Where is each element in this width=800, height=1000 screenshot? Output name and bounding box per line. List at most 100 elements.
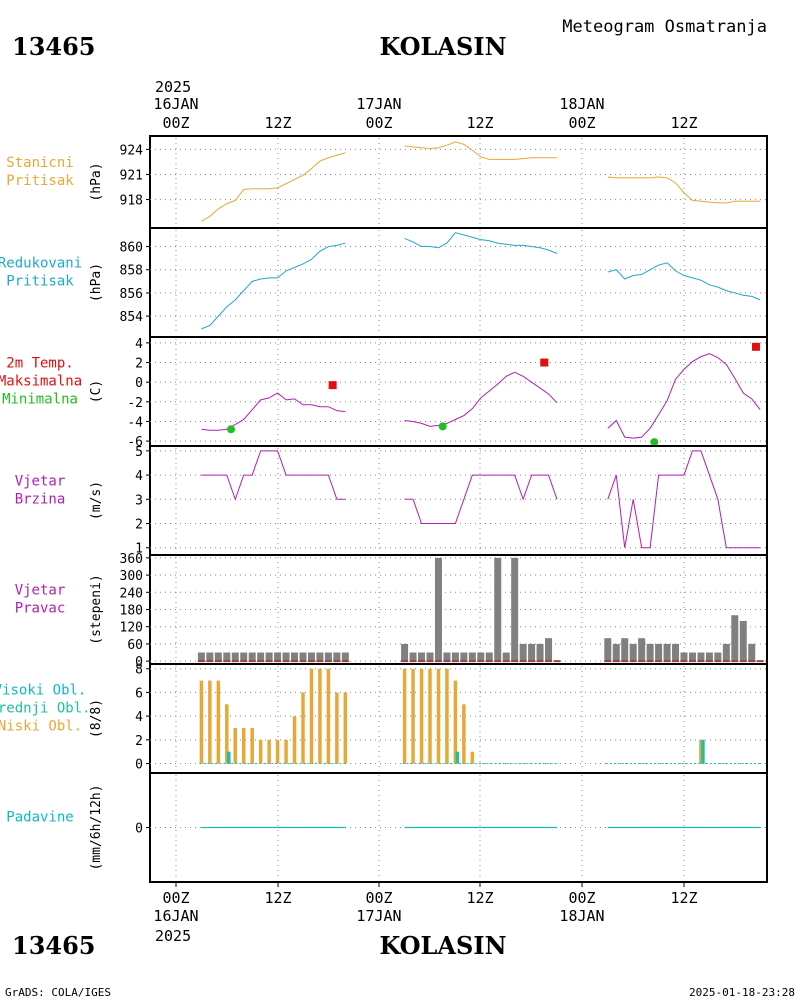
low-cloud-bar bbox=[241, 727, 246, 764]
panel-label: Maksimalna bbox=[0, 374, 82, 390]
footer-station-id: 13465 bbox=[12, 931, 96, 960]
y-tick-label: 2 bbox=[135, 734, 143, 749]
wind-dir-bar bbox=[231, 652, 239, 662]
bottom-hour-label: 00Z bbox=[365, 889, 392, 907]
y-tick-label: 921 bbox=[120, 168, 143, 183]
low-cloud-bar bbox=[250, 727, 254, 764]
wind-dir-bar bbox=[604, 638, 612, 662]
panel-label: Pritisak bbox=[6, 173, 74, 189]
bottom-date-label: 18JAN bbox=[559, 907, 604, 925]
panel-label: Pritisak bbox=[6, 274, 74, 290]
series-line bbox=[607, 176, 761, 204]
mid-cloud-bar bbox=[455, 751, 460, 764]
wind-dir-bar bbox=[265, 652, 273, 662]
top-date-label: 18JAN bbox=[559, 95, 604, 113]
wind-dir-bar bbox=[299, 652, 307, 662]
wind-dir-bar bbox=[257, 652, 265, 662]
low-cloud-bar bbox=[335, 692, 339, 764]
low-cloud-bar bbox=[284, 739, 288, 764]
y-tick-label: 1 bbox=[135, 542, 143, 557]
y-axis-label: (m/s) bbox=[89, 481, 104, 520]
y-axis-label: (hPa) bbox=[89, 263, 104, 302]
bottom-hour-label: 12Z bbox=[264, 889, 291, 907]
y-tick-label: 360 bbox=[120, 552, 143, 567]
y-tick-label: 918 bbox=[120, 194, 143, 209]
low-cloud-bar bbox=[453, 680, 458, 764]
panel-label: Pravac bbox=[15, 601, 66, 617]
bottom-date-label: 16JAN bbox=[153, 907, 198, 925]
panel-label: Niski Obl. bbox=[0, 719, 82, 735]
low-cloud-bar bbox=[309, 668, 314, 764]
wind-dir-bar bbox=[697, 652, 705, 662]
y-tick-label: 924 bbox=[120, 143, 144, 158]
y-tick-label: 860 bbox=[120, 241, 143, 256]
panel-frame bbox=[149, 227, 768, 338]
bottom-hour-label: 00Z bbox=[568, 889, 595, 907]
y-tick-label: 120 bbox=[120, 621, 143, 636]
y-tick-label: 5 bbox=[135, 445, 143, 460]
series-line bbox=[404, 371, 558, 427]
panel-label: Visoki Obl. bbox=[0, 683, 86, 699]
y-axis-label: (mm/6h/12h) bbox=[89, 784, 104, 870]
series-line bbox=[201, 392, 346, 431]
y-tick-label: 0 bbox=[135, 822, 143, 837]
wind-dir-bar bbox=[333, 652, 341, 662]
series-line bbox=[404, 141, 557, 160]
low-cloud-bar bbox=[292, 716, 297, 764]
wind-dir-bar bbox=[451, 652, 459, 662]
wind-dir-bar bbox=[206, 652, 214, 662]
wind-dir-bar bbox=[722, 643, 730, 662]
wind-dir-bar bbox=[646, 643, 654, 662]
series-line bbox=[607, 353, 761, 439]
wind-dir-bar bbox=[511, 557, 519, 662]
y-tick-label: 858 bbox=[120, 264, 143, 279]
panel-2: -6 -4 -2 0 2 4 (C) 2m Temp. Maksimalna Minimalna bbox=[0, 336, 768, 450]
wind-dir-bar bbox=[214, 652, 222, 662]
chart-subtitle: Meteogram Osmatranja bbox=[562, 17, 767, 37]
y-axis-label: (C) bbox=[89, 380, 104, 403]
panel-label: Vjetar bbox=[15, 583, 66, 599]
low-cloud-bar bbox=[428, 668, 432, 764]
panel-label: Brzina bbox=[15, 492, 66, 508]
wind-dir-bar bbox=[672, 643, 680, 662]
wind-dir-bar bbox=[688, 652, 696, 662]
wind-dir-bar bbox=[494, 557, 502, 662]
wind-dir-bar bbox=[680, 652, 688, 662]
bottom-year-label: 2025 bbox=[155, 927, 191, 945]
station-name: KOLASIN bbox=[379, 32, 506, 61]
wind-dir-bar bbox=[426, 652, 434, 662]
wind-dir-bar bbox=[621, 638, 629, 662]
y-tick-label: 4 bbox=[135, 469, 143, 484]
wind-dir-bar bbox=[528, 643, 536, 662]
y-tick-label: 0 bbox=[135, 376, 143, 391]
y-tick-label: 4 bbox=[135, 337, 143, 352]
low-cloud-bar bbox=[233, 727, 238, 764]
wind-dir-bar bbox=[477, 652, 485, 662]
y-axis-label: (8/8) bbox=[89, 699, 104, 738]
y-tick-label: 0 bbox=[135, 655, 143, 670]
max-temp-marker bbox=[540, 358, 549, 367]
wind-dir-bar bbox=[714, 652, 722, 662]
wind-dir-bar bbox=[316, 652, 324, 662]
series-line bbox=[404, 232, 558, 254]
wind-dir-bar bbox=[274, 652, 282, 662]
series-line bbox=[607, 450, 761, 549]
timestamp-label: 2025-01-18-23:28 bbox=[689, 986, 795, 999]
footer-station-name: KOLASIN bbox=[379, 931, 506, 960]
panel-label: Vjetar bbox=[15, 474, 66, 490]
bottom-hour-label: 00Z bbox=[162, 889, 189, 907]
series-line bbox=[201, 152, 346, 222]
low-cloud-bar bbox=[402, 668, 407, 764]
panel-0: 918 921 924 (hPa) Stanicni Pritisak bbox=[6, 135, 768, 229]
series-line bbox=[607, 262, 761, 301]
wind-dir-bar bbox=[748, 643, 756, 662]
low-cloud-bar bbox=[216, 680, 221, 764]
y-tick-label: -4 bbox=[127, 415, 143, 430]
panel-3: 1 2 3 4 5 (m/s) Vjetar Brzina bbox=[15, 445, 768, 557]
low-cloud-bar bbox=[445, 668, 449, 764]
max-temp-marker bbox=[751, 342, 760, 351]
y-tick-label: 856 bbox=[120, 287, 143, 302]
low-cloud-bar bbox=[199, 680, 204, 764]
top-date-label: 17JAN bbox=[356, 95, 401, 113]
